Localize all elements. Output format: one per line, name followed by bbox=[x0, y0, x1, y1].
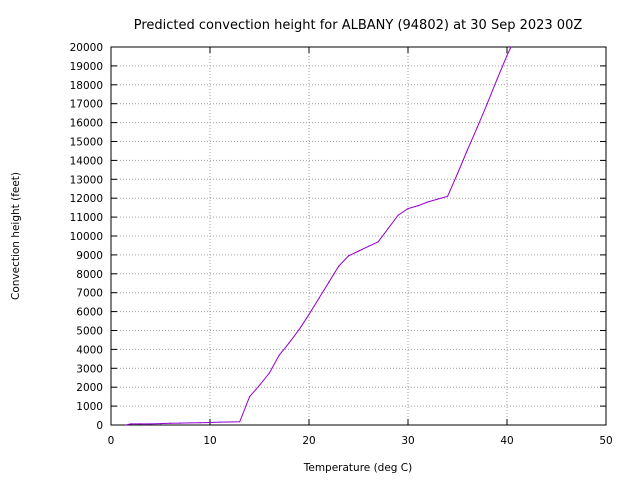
data-point bbox=[447, 195, 449, 197]
y-tick-label: 20000 bbox=[70, 42, 103, 54]
y-tick-label: 6000 bbox=[76, 307, 103, 319]
y-axis-tick-labels: 0 1000 2000 3000 4000 5000 6000 7000 8000 9000 100… bbox=[70, 42, 103, 432]
axis-ticks bbox=[110, 46, 607, 426]
data-point bbox=[229, 421, 231, 423]
data-point bbox=[427, 201, 429, 203]
data-point bbox=[189, 422, 191, 424]
data-point bbox=[387, 227, 389, 230]
data-point bbox=[348, 255, 350, 257]
data-point bbox=[357, 250, 360, 252]
x-tick-label: 10 bbox=[203, 435, 216, 447]
y-tick-label: 19000 bbox=[70, 61, 103, 73]
grid bbox=[111, 47, 606, 425]
y-tick-label: 14000 bbox=[70, 155, 103, 167]
y-tick-label: 9000 bbox=[76, 250, 103, 262]
y-tick-label: 15000 bbox=[70, 137, 103, 149]
data-points bbox=[125, 46, 512, 426]
y-tick-label: 4000 bbox=[76, 344, 103, 356]
data-point bbox=[476, 126, 478, 128]
data-point bbox=[140, 423, 142, 425]
data-point bbox=[199, 422, 201, 424]
data-point bbox=[466, 149, 468, 151]
data-point bbox=[308, 313, 310, 316]
data-point bbox=[377, 241, 379, 243]
y-tick-label: 2000 bbox=[76, 382, 103, 394]
data-point bbox=[239, 421, 241, 423]
data-point bbox=[169, 422, 171, 424]
y-tick-label: 13000 bbox=[70, 174, 103, 186]
data-point bbox=[179, 422, 181, 424]
y-tick-label: 17000 bbox=[70, 99, 103, 111]
x-tick-label: 30 bbox=[401, 435, 414, 447]
x-tick-label: 20 bbox=[302, 435, 315, 447]
chart-title: Predicted convection height for ALBANY (… bbox=[134, 18, 583, 33]
y-tick-label: 5000 bbox=[76, 326, 103, 338]
data-point bbox=[318, 297, 320, 299]
data-point bbox=[278, 354, 280, 356]
data-point bbox=[258, 384, 261, 386]
data-point bbox=[219, 421, 221, 423]
x-tick-label: 0 bbox=[108, 435, 115, 447]
y-tick-label: 10000 bbox=[70, 231, 103, 243]
data-point bbox=[159, 423, 162, 425]
x-tick-label: 50 bbox=[599, 435, 612, 447]
data-point bbox=[456, 173, 459, 175]
y-tick-label: 7000 bbox=[76, 288, 103, 300]
data-point bbox=[397, 214, 399, 216]
data-point bbox=[496, 78, 498, 80]
x-axis-tick-labels: 0 10 20 30 40 50 bbox=[108, 435, 613, 447]
data-point bbox=[486, 103, 488, 105]
y-tick-label: 16000 bbox=[70, 118, 103, 130]
y-tick-label: 3000 bbox=[76, 363, 103, 375]
data-point bbox=[249, 396, 251, 398]
x-axis-title: Temperature (deg C) bbox=[303, 462, 413, 474]
data-point bbox=[437, 198, 439, 200]
data-point bbox=[506, 54, 508, 57]
data-point bbox=[407, 207, 409, 210]
data-point bbox=[130, 423, 132, 425]
data-point bbox=[298, 328, 300, 331]
y-axis-title: Convection height (feet) bbox=[10, 172, 22, 300]
y-tick-label: 11000 bbox=[70, 212, 103, 224]
data-point bbox=[268, 372, 270, 374]
y-tick-label: 12000 bbox=[70, 193, 103, 205]
x-tick-label: 40 bbox=[500, 435, 513, 447]
y-tick-label: 0 bbox=[96, 420, 103, 432]
data-point bbox=[125, 424, 127, 426]
data-point bbox=[417, 205, 419, 207]
data-point bbox=[338, 265, 340, 267]
data-point bbox=[367, 245, 369, 247]
data-point bbox=[328, 281, 330, 283]
y-tick-label: 8000 bbox=[76, 269, 103, 281]
data-point bbox=[510, 46, 512, 48]
data-point bbox=[288, 342, 290, 344]
data-point bbox=[150, 423, 152, 425]
data-point bbox=[209, 421, 211, 424]
y-tick-label: 1000 bbox=[76, 401, 103, 413]
y-tick-label: 18000 bbox=[70, 80, 103, 92]
